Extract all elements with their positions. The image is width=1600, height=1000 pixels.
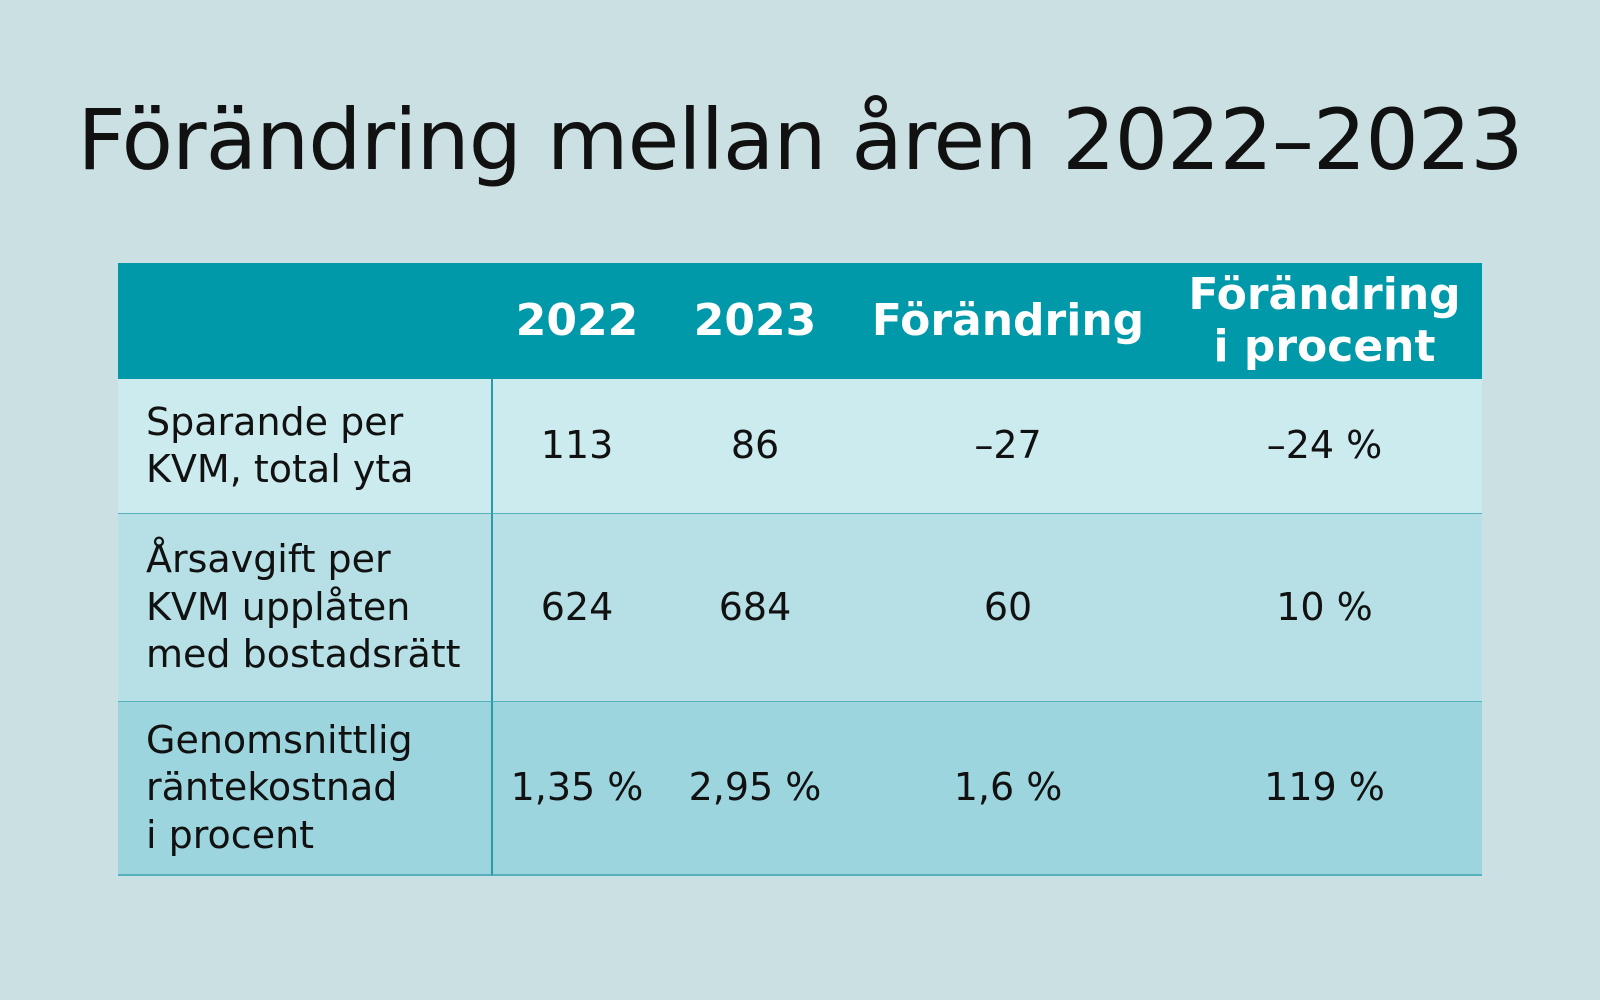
header-cell-change-percent: Förändring i procent — [1167, 263, 1482, 379]
table-cell: 1,35 % — [493, 701, 661, 876]
table-cell: 10 % — [1167, 513, 1482, 701]
header-cell-2022: 2022 — [493, 263, 661, 379]
table-cell: 86 — [661, 379, 849, 513]
row-label-annual-fee: Årsavgift per KVM upplåten med bostadsrä… — [118, 513, 493, 701]
row-label-savings: Sparande per KVM, total yta — [118, 379, 493, 513]
row-label-interest-cost: Genomsnittlig räntekostnad i procent — [118, 701, 493, 876]
table-cell: 1,6 % — [849, 701, 1167, 876]
table-cell: 2,95 % — [661, 701, 849, 876]
table-cell: –27 — [849, 379, 1167, 513]
table-cell: 60 — [849, 513, 1167, 701]
table-cell: 684 — [661, 513, 849, 701]
header-cell-empty — [118, 263, 493, 379]
table-cell: –24 % — [1167, 379, 1482, 513]
table-cell: 119 % — [1167, 701, 1482, 876]
page-title: Förändring mellan åren 2022–2023 — [77, 91, 1523, 189]
table-cell: 624 — [493, 513, 661, 701]
data-table: 2022 2023 Förändring Förändring i procen… — [118, 263, 1482, 876]
header-cell-2023: 2023 — [661, 263, 849, 379]
table-cell: 113 — [493, 379, 661, 513]
header-cell-change: Förändring — [849, 263, 1167, 379]
